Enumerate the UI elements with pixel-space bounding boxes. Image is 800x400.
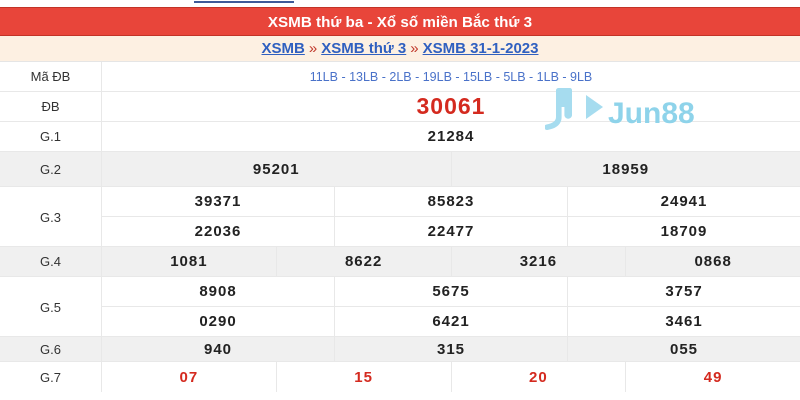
svg-text:Jun88: Jun88: [608, 97, 695, 130]
